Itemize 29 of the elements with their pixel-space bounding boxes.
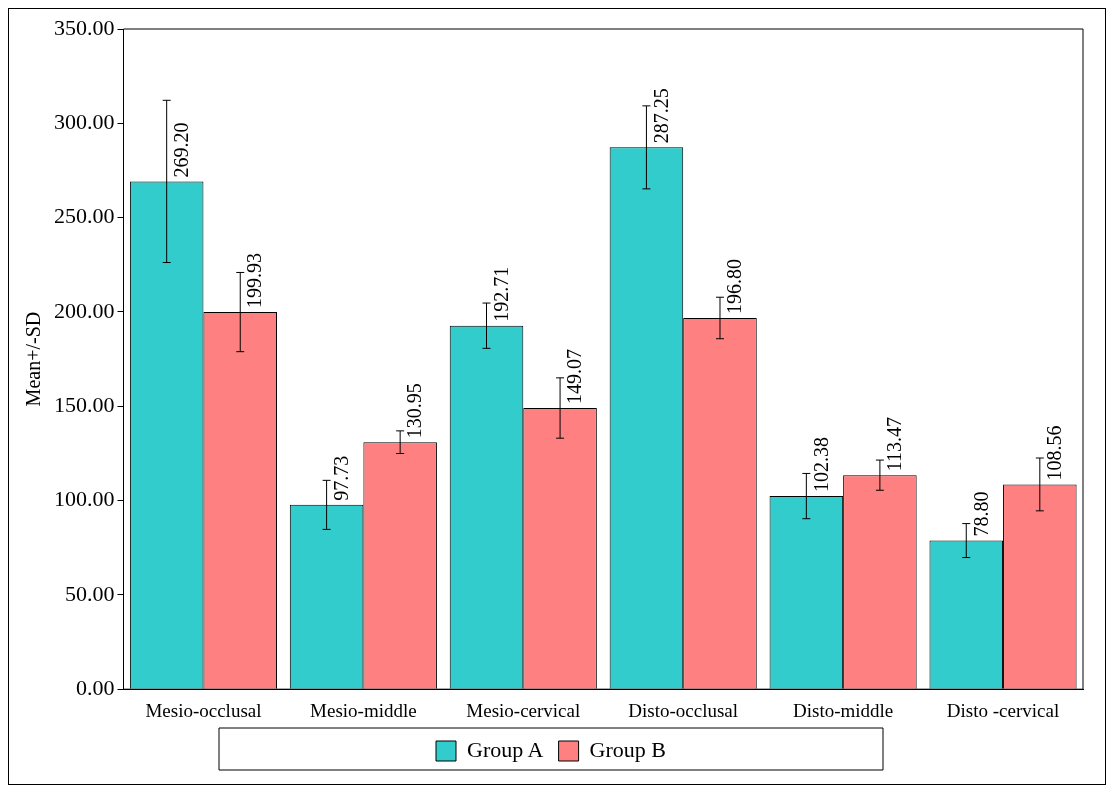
y-axis-title: Mean+/-SD (22, 311, 45, 407)
data-label: 192.71 (489, 266, 512, 322)
x-tick-label: Disto-middle (792, 699, 894, 721)
x-tick-label: Disto-occlusal (628, 699, 739, 721)
legend-label: Group B (589, 736, 666, 762)
y-tick-label: 350.00 (54, 14, 115, 40)
x-tick-label: Mesio-middle (310, 699, 417, 721)
x-tick-label: Mesio-cervical (466, 699, 581, 721)
y-tick-label: 50.00 (65, 580, 115, 606)
data-label: 130.95 (403, 383, 426, 439)
data-label: 97.73 (329, 455, 352, 501)
data-label: 149.07 (563, 349, 586, 405)
data-label: 269.20 (169, 122, 192, 178)
data-label: 199.93 (243, 253, 266, 309)
y-tick-label: 100.00 (54, 486, 115, 512)
x-tick-label: Disto -cervical (946, 699, 1060, 721)
legend-label: Group A (467, 736, 544, 762)
x-tick-label: Mesio-occlusal (145, 699, 262, 721)
y-tick-label: 0.00 (76, 674, 115, 700)
data-label: 102.38 (809, 437, 832, 493)
data-label: 287.25 (649, 88, 672, 144)
data-label: 196.80 (723, 258, 746, 314)
data-label: 108.56 (1043, 425, 1066, 481)
data-label: 113.47 (883, 416, 906, 472)
y-tick-label: 300.00 (54, 109, 115, 135)
y-tick-label: 250.00 (54, 203, 115, 229)
y-tick-label: 200.00 (54, 297, 115, 323)
data-label: 78.80 (969, 491, 992, 537)
y-tick-label: 150.00 (54, 392, 115, 418)
